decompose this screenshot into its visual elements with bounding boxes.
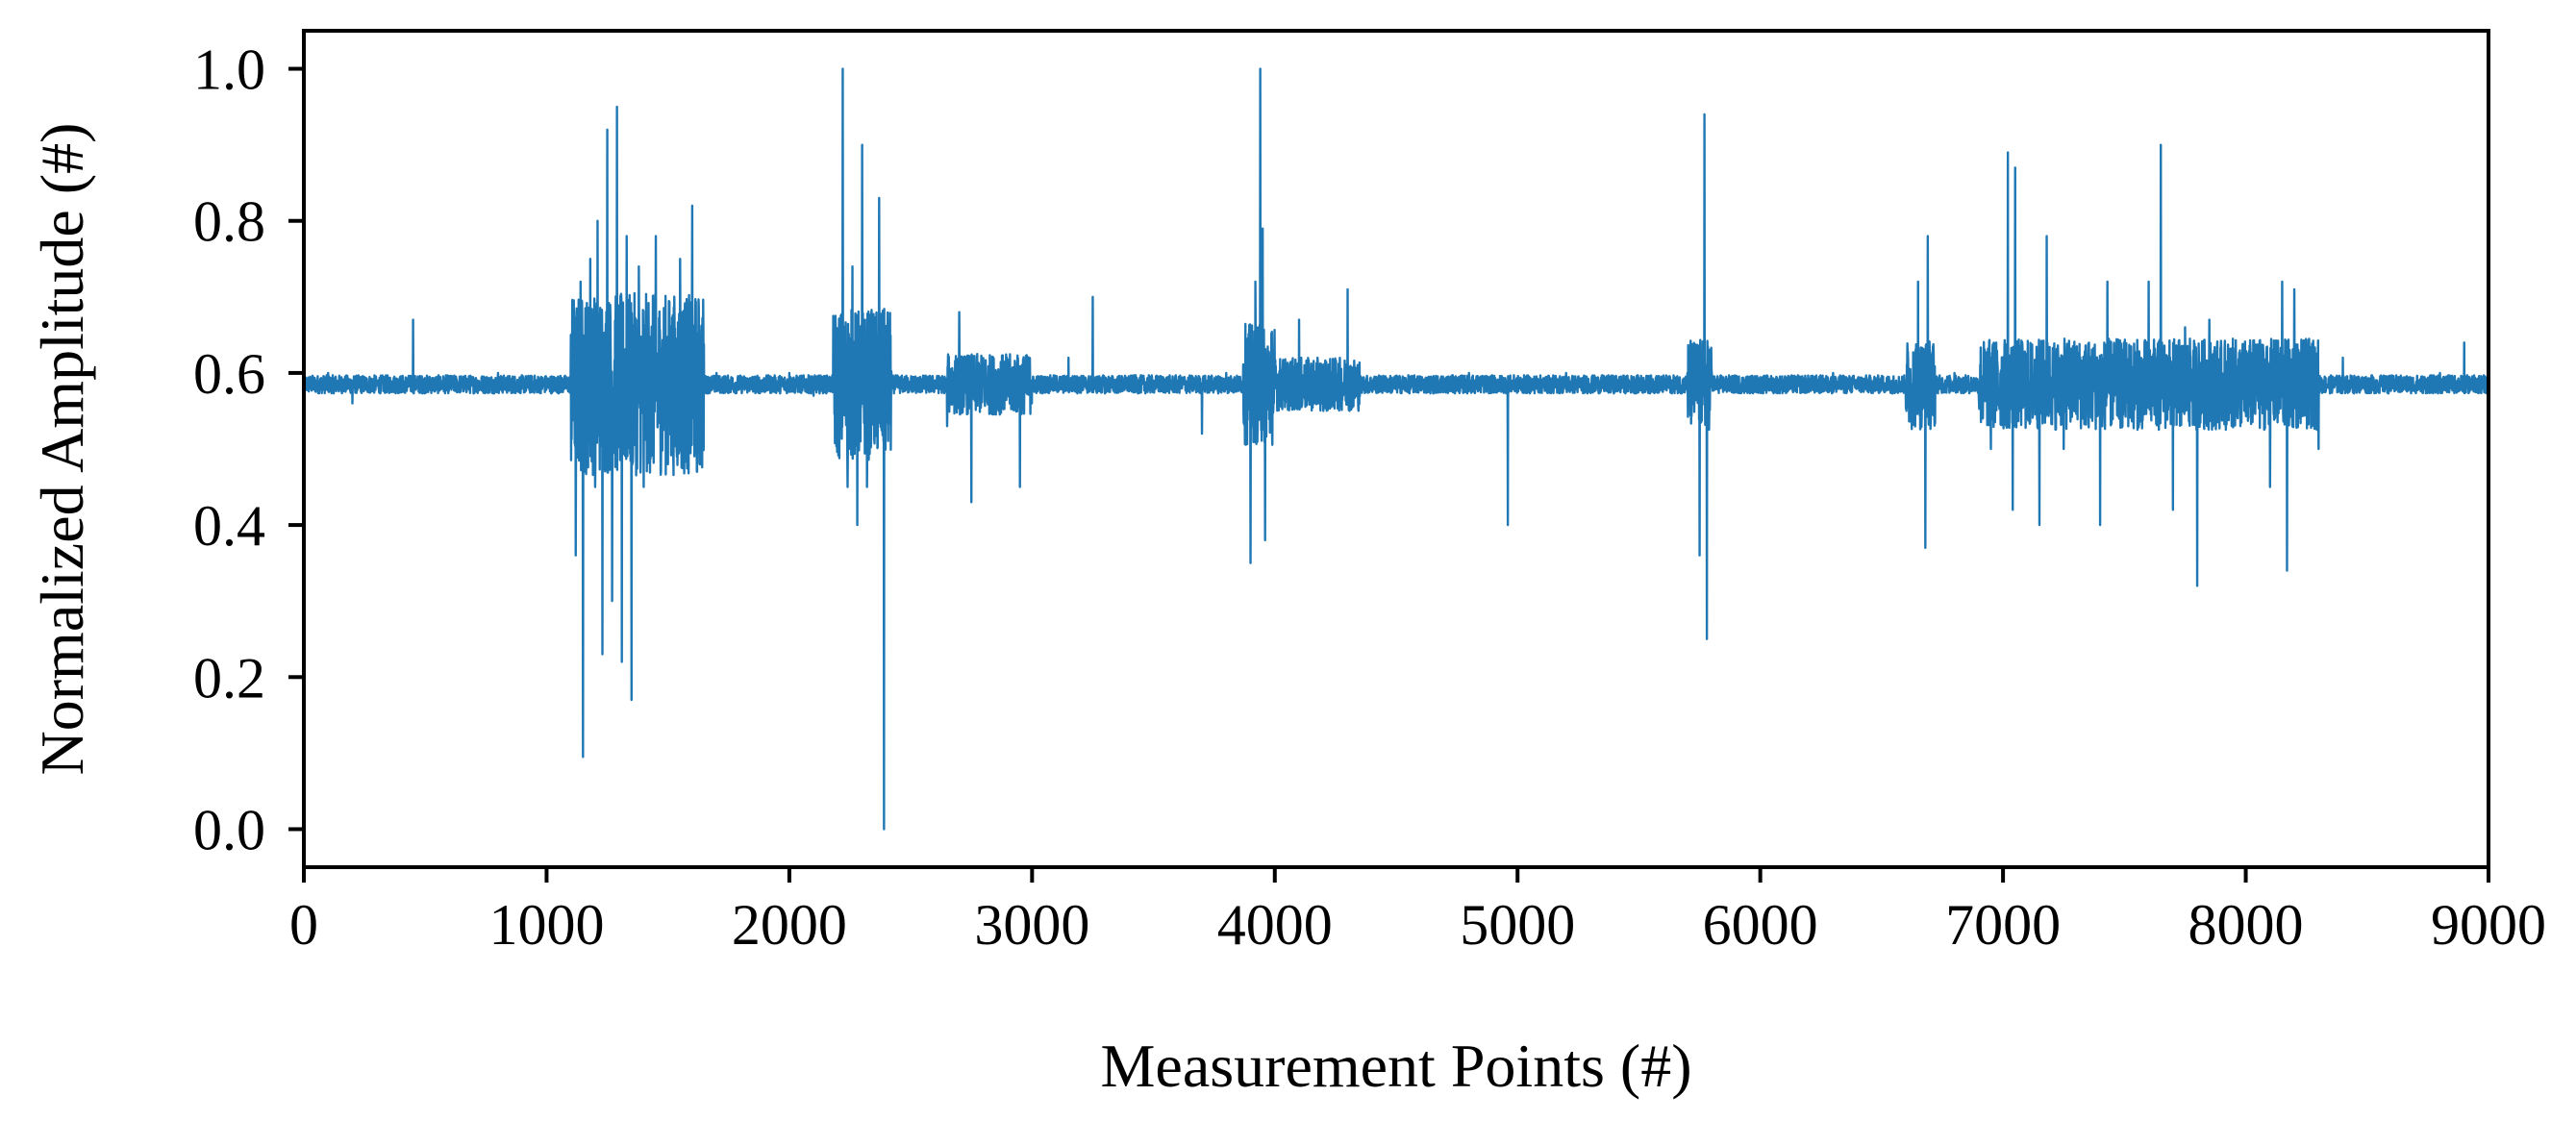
x-tick-label: 7000 [1945, 893, 2061, 957]
y-tick-label: 0.4 [193, 494, 265, 558]
y-tick-label: 0.8 [193, 190, 265, 254]
y-tick-label: 0.0 [193, 798, 265, 861]
x-tick-label: 2000 [732, 893, 847, 957]
x-axis-title: Measurement Points (#) [1101, 1032, 1692, 1100]
plot-area [304, 67, 2488, 831]
y-tick-label: 1.0 [193, 38, 265, 102]
x-tick-label: 6000 [1703, 893, 1818, 957]
signal-line [304, 67, 2488, 831]
x-tick-label: 3000 [974, 893, 1089, 957]
x-tick-label: 1000 [488, 893, 604, 957]
x-tick-label: 5000 [1460, 893, 1575, 957]
y-tick-label: 0.2 [193, 646, 265, 710]
x-tick-label: 8000 [2188, 893, 2304, 957]
x-tick-label: 0 [289, 893, 318, 957]
y-tick-label: 0.6 [193, 342, 265, 406]
x-tick-label: 4000 [1217, 893, 1333, 957]
axes: 0 1000 2000 3000 4000 5000 6000 7000 8000 9000 0.0… [193, 29, 2546, 957]
y-axis-title: Normalized Amplitude (#) [28, 123, 96, 776]
plot-frame [302, 29, 2490, 869]
x-tick-label: 9000 [2431, 893, 2546, 957]
